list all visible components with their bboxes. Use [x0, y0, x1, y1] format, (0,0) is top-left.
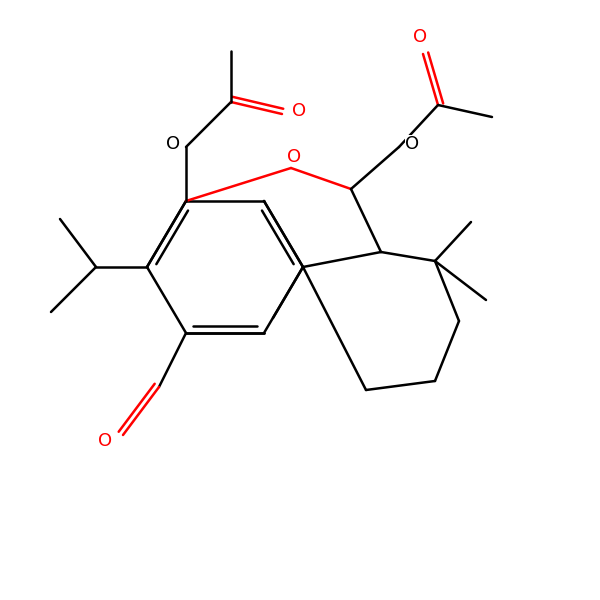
Text: O: O	[405, 135, 419, 153]
Text: O: O	[98, 432, 112, 450]
Text: O: O	[287, 148, 301, 166]
Text: O: O	[292, 102, 306, 120]
Text: O: O	[166, 135, 180, 153]
Text: O: O	[413, 28, 427, 46]
